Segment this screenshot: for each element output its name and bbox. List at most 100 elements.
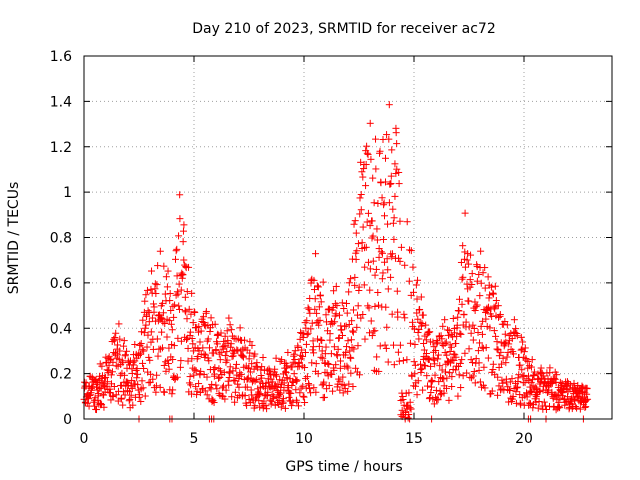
data-point (342, 348, 350, 356)
data-point (405, 389, 413, 397)
data-point (226, 363, 234, 371)
data-point (173, 272, 181, 280)
data-point (327, 350, 335, 358)
data-point (574, 381, 582, 389)
data-point (534, 404, 542, 412)
data-point (161, 290, 169, 298)
data-point (409, 263, 417, 271)
data-point (277, 403, 285, 411)
data-point (434, 351, 442, 359)
data-point (169, 355, 177, 363)
data-point (501, 330, 509, 338)
data-point (448, 373, 456, 381)
data-point (195, 323, 203, 331)
data-point (137, 398, 145, 406)
data-point (245, 355, 253, 363)
data-point (372, 165, 380, 173)
data-point (189, 319, 197, 327)
data-point (152, 388, 160, 396)
data-point (271, 365, 279, 373)
y-tick-label: 1.6 (50, 49, 72, 65)
data-point (314, 335, 322, 343)
data-point (345, 320, 353, 328)
data-point (456, 359, 464, 367)
data-point (428, 376, 436, 384)
data-point (385, 199, 393, 207)
data-point (489, 360, 497, 368)
data-point (505, 340, 513, 348)
data-point (213, 385, 221, 393)
data-point (186, 328, 194, 336)
data-point (128, 376, 136, 384)
data-point (367, 317, 375, 325)
data-point (549, 394, 557, 402)
data-point (521, 344, 529, 352)
data-point (177, 357, 185, 365)
data-point (298, 346, 306, 354)
data-point (423, 372, 431, 380)
data-point (306, 309, 314, 317)
data-point (256, 383, 264, 391)
data-point (489, 290, 497, 298)
data-point (262, 402, 270, 410)
data-point (363, 218, 371, 226)
data-point (381, 341, 389, 349)
data-point (351, 281, 359, 289)
data-point (187, 381, 195, 389)
data-point (458, 300, 466, 308)
data-point (474, 328, 482, 336)
data-point (494, 302, 502, 310)
data-point (268, 391, 276, 399)
data-point (141, 392, 149, 400)
data-point (100, 403, 108, 411)
data-point (131, 341, 139, 349)
data-point (523, 393, 531, 401)
data-point (434, 355, 442, 363)
data-point (149, 375, 157, 383)
data-point (361, 335, 369, 343)
data-point (347, 275, 355, 283)
data-point (415, 326, 423, 334)
data-point (405, 410, 413, 418)
data-point (165, 317, 173, 325)
data-point (290, 350, 298, 358)
data-point (195, 347, 203, 355)
data-point (136, 391, 144, 399)
data-point (407, 405, 415, 413)
data-point (150, 300, 158, 308)
data-point (410, 325, 418, 333)
data-point (467, 356, 475, 364)
axis-ticks (83, 55, 612, 420)
data-point (369, 174, 377, 182)
data-point (498, 376, 506, 384)
data-point (161, 320, 169, 328)
data-point (147, 285, 155, 293)
data-point (110, 383, 118, 391)
data-point (173, 245, 181, 253)
data-point (370, 199, 378, 207)
data-point (158, 314, 166, 322)
data-point (425, 329, 433, 337)
data-point (364, 150, 372, 158)
data-point (139, 316, 147, 324)
data-point (343, 299, 351, 307)
data-point (143, 286, 151, 294)
data-point (310, 286, 318, 294)
data-point (216, 356, 224, 364)
data-point (201, 387, 209, 395)
data-point (299, 382, 307, 390)
y-tick-labels: 0 0.2 0.4 0.6 0.8 1 1.2 1.4 1.6 (50, 49, 72, 428)
data-point (495, 352, 503, 360)
data-point (228, 353, 236, 361)
data-point (415, 335, 423, 343)
data-point (482, 315, 490, 323)
data-point (338, 326, 346, 334)
data-point (353, 247, 361, 255)
data-point (377, 179, 385, 187)
data-point (143, 343, 151, 351)
data-point (204, 335, 212, 343)
data-point (382, 344, 390, 352)
data-point (231, 398, 239, 406)
data-point (494, 391, 502, 399)
data-point (342, 322, 350, 330)
